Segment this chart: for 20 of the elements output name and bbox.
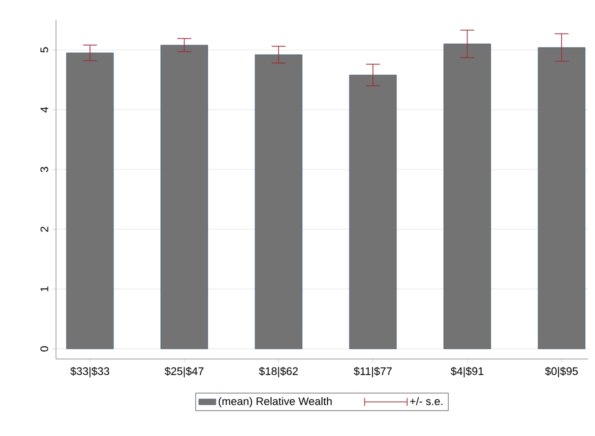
text: +/- s.e.	[410, 397, 442, 406]
y-tick-label: 1	[40, 286, 48, 292]
x-tick-label: $25|$47	[164, 366, 204, 378]
bar	[444, 44, 491, 350]
bar	[349, 74, 397, 350]
y-tick-label: 0	[40, 346, 48, 352]
bar	[66, 52, 114, 350]
bar	[160, 44, 208, 350]
legend-label: (mean) Relative Wealth	[218, 397, 332, 408]
y-tick-label: 5	[40, 47, 48, 52]
x-tick-label: $4|$91	[450, 366, 484, 378]
y-tick-label: 4	[40, 106, 48, 112]
bar	[538, 47, 586, 350]
y-tick-label: 2	[40, 226, 48, 232]
y-tick-label: 3	[40, 166, 48, 172]
x-tick-label: $11|$77	[354, 366, 392, 378]
bar	[254, 54, 302, 350]
x-tick-label: $33|$33	[70, 366, 110, 378]
x-tick-label: $0|$95	[545, 366, 578, 378]
x-tick-label: $18|$62	[259, 366, 298, 378]
